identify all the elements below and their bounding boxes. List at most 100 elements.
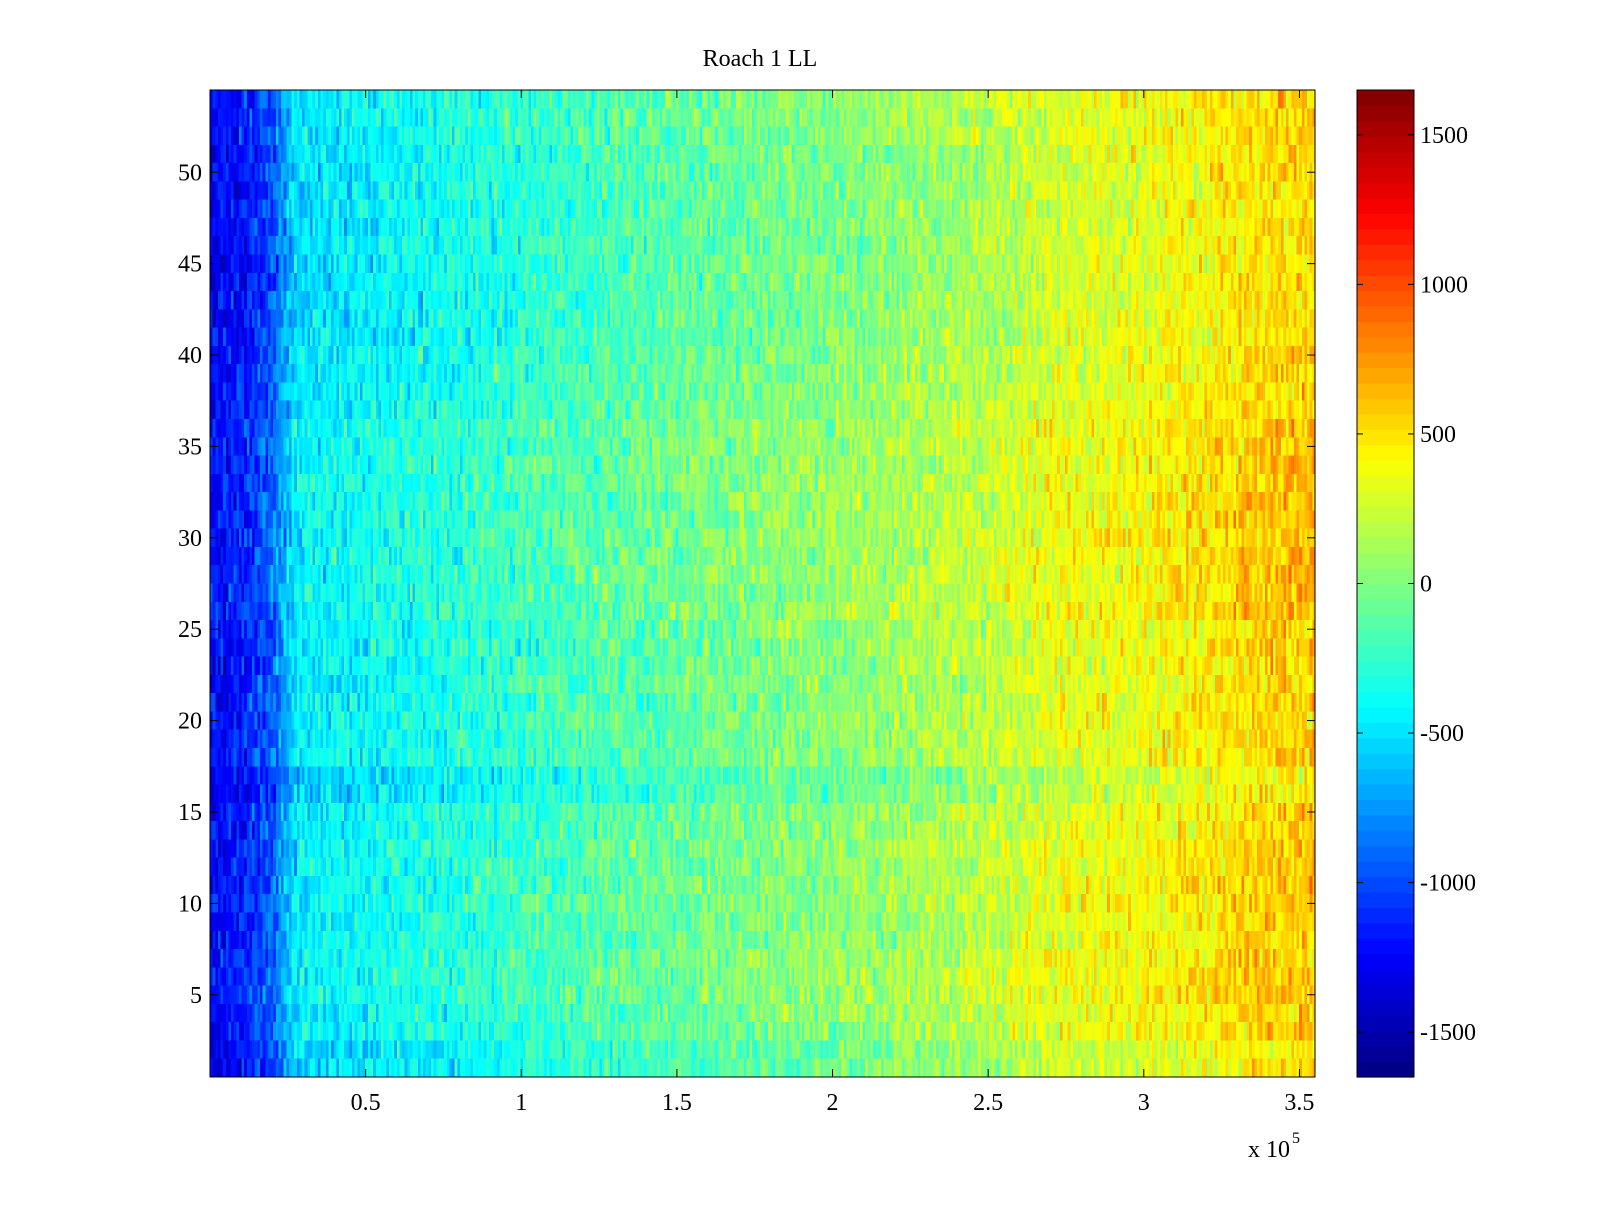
colorbar-band [1357, 845, 1414, 862]
colorbar-band [1357, 737, 1414, 754]
y-tick-label: 5 [190, 983, 202, 1009]
colorbar-band [1357, 352, 1414, 369]
colorbar [1357, 90, 1414, 1078]
y-axis: 5 10 15 20 25 30 35 40 45 50 [178, 160, 1315, 1009]
x-tick-label: 1 [515, 1090, 527, 1116]
colorbar-band [1357, 537, 1414, 554]
colorbar-band [1357, 398, 1414, 415]
colorbar-band [1357, 167, 1414, 184]
colorbar-tick-label: -500 [1420, 721, 1464, 747]
colorbar-band [1357, 197, 1414, 214]
colorbar-band [1357, 1046, 1414, 1063]
colorbar-tick-label: -1000 [1420, 871, 1476, 897]
x-tick-label: 3 [1138, 1090, 1150, 1116]
colorbar-band [1357, 891, 1414, 908]
colorbar-band [1357, 490, 1414, 507]
y-tick-label: 25 [178, 617, 202, 643]
colorbar-band [1357, 830, 1414, 847]
colorbar-band [1357, 953, 1414, 970]
colorbar-band [1357, 660, 1414, 677]
colorbar-band [1357, 321, 1414, 338]
colorbar-band [1357, 922, 1414, 939]
colorbar-band [1357, 105, 1414, 122]
heatmap-image [210, 90, 1315, 1077]
colorbar-band [1357, 383, 1414, 400]
x-axis-multiplier: x 10 5 [1248, 1130, 1300, 1163]
colorbar-band [1357, 568, 1414, 585]
colorbar-band [1357, 799, 1414, 816]
colorbar-band [1357, 1015, 1414, 1032]
y-tick-label: 30 [178, 526, 202, 552]
colorbar-band [1357, 768, 1414, 785]
colorbar-band [1357, 629, 1414, 646]
colorbar-band [1357, 861, 1414, 878]
colorbar-band [1357, 999, 1414, 1016]
colorbar-band [1357, 120, 1414, 137]
colorbar-band [1357, 984, 1414, 1001]
colorbar-band [1357, 305, 1414, 322]
chart-title: Roach 1 LL [703, 46, 818, 72]
colorbar-band [1357, 228, 1414, 245]
y-tick-label: 35 [178, 434, 202, 460]
colorbar-band [1357, 676, 1414, 693]
colorbar-band [1357, 645, 1414, 662]
colorbar-band [1357, 506, 1414, 523]
colorbar-band [1357, 213, 1414, 230]
colorbar-tick-label: 0 [1420, 572, 1432, 598]
colorbar-band [1357, 521, 1414, 538]
colorbar-band [1357, 598, 1414, 615]
colorbar-band [1357, 367, 1414, 384]
x-tick-label: 2 [827, 1090, 839, 1116]
x-tick-label: 1.5 [662, 1090, 692, 1116]
y-tick-label: 40 [178, 343, 202, 369]
colorbar-tick-label: 1000 [1420, 272, 1468, 298]
colorbar-band [1357, 753, 1414, 770]
colorbar-band [1357, 413, 1414, 430]
colorbar-band [1357, 90, 1414, 107]
colorbar-band [1357, 783, 1414, 800]
y-tick-label: 10 [178, 891, 202, 917]
colorbar-band [1357, 460, 1414, 477]
colorbar-band [1357, 722, 1414, 739]
colorbar-tick-label: 500 [1420, 422, 1456, 448]
colorbar-band [1357, 691, 1414, 708]
y-tick-label: 45 [178, 252, 202, 278]
colorbar-band [1357, 475, 1414, 492]
colorbar-tick-label: -1500 [1420, 1020, 1476, 1046]
colorbar-band [1357, 1061, 1414, 1078]
colorbar-band [1357, 290, 1414, 307]
colorbar-band [1357, 614, 1414, 631]
colorbar-band [1357, 814, 1414, 831]
heatmap-cells [210, 90, 1315, 1077]
colorbar-band [1357, 275, 1414, 292]
y-tick-label: 15 [178, 800, 202, 826]
colorbar-band [1357, 706, 1414, 723]
colorbar-axis: -1500 -1000 -500 0 500 1000 1500 [1357, 123, 1476, 1046]
x-axis: 0.5 1 1.5 2 2.5 3 3.5 [351, 90, 1314, 1116]
colorbar-band [1357, 136, 1414, 153]
colorbar-band [1357, 552, 1414, 569]
colorbar-tick-label: 1500 [1420, 123, 1468, 149]
colorbar-band [1357, 429, 1414, 446]
x-tick-label: 2.5 [973, 1090, 1003, 1116]
y-tick-label: 50 [178, 160, 202, 186]
colorbar-band [1357, 876, 1414, 893]
colorbar-band [1357, 259, 1414, 276]
colorbar-band [1357, 969, 1414, 986]
plot-frame [209, 89, 1316, 1078]
colorbar-band [1357, 907, 1414, 924]
colorbar-band [1357, 938, 1414, 955]
x-tick-label: 0.5 [351, 1090, 381, 1116]
colorbar-band [1357, 1030, 1414, 1047]
y-tick-label: 20 [178, 709, 202, 735]
x-multiplier-exponent: 5 [1292, 1130, 1300, 1147]
colorbar-band [1357, 583, 1414, 600]
colorbar-band [1357, 151, 1414, 168]
x-tick-label: 3.5 [1284, 1090, 1314, 1116]
colorbar-band [1357, 336, 1414, 353]
colorbar-band [1357, 244, 1414, 261]
colorbar-band [1357, 182, 1414, 199]
colorbar-band [1357, 444, 1414, 461]
